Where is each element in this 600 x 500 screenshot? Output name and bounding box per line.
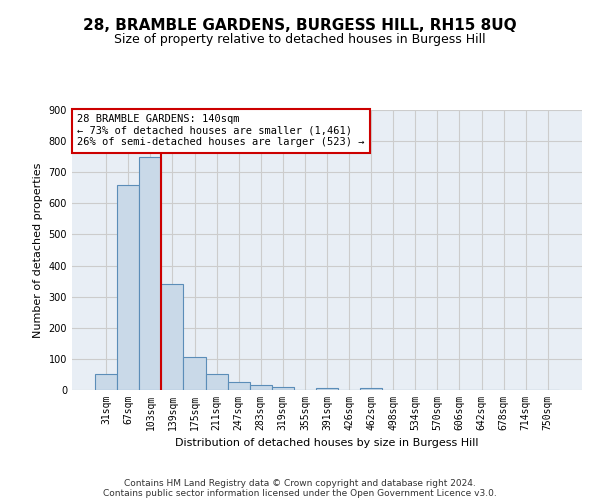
Text: Contains public sector information licensed under the Open Government Licence v3: Contains public sector information licen…	[103, 488, 497, 498]
Bar	[206, 374, 227, 390]
Text: Contains HM Land Registry data © Crown copyright and database right 2024.: Contains HM Land Registry data © Crown c…	[124, 478, 476, 488]
Bar	[360, 388, 382, 390]
X-axis label: Distribution of detached houses by size in Burgess Hill: Distribution of detached houses by size …	[175, 438, 479, 448]
Text: 28 BRAMBLE GARDENS: 140sqm
← 73% of detached houses are smaller (1,461)
26% of s: 28 BRAMBLE GARDENS: 140sqm ← 73% of deta…	[77, 114, 365, 148]
Bar	[250, 386, 272, 390]
Bar	[316, 388, 338, 390]
Bar	[95, 374, 117, 390]
Text: 28, BRAMBLE GARDENS, BURGESS HILL, RH15 8UQ: 28, BRAMBLE GARDENS, BURGESS HILL, RH15 …	[83, 18, 517, 32]
Bar	[161, 284, 184, 390]
Bar	[272, 387, 294, 390]
Bar	[184, 356, 206, 390]
Y-axis label: Number of detached properties: Number of detached properties	[33, 162, 43, 338]
Bar	[117, 184, 139, 390]
Text: Size of property relative to detached houses in Burgess Hill: Size of property relative to detached ho…	[114, 32, 486, 46]
Bar	[139, 156, 161, 390]
Bar	[227, 382, 250, 390]
